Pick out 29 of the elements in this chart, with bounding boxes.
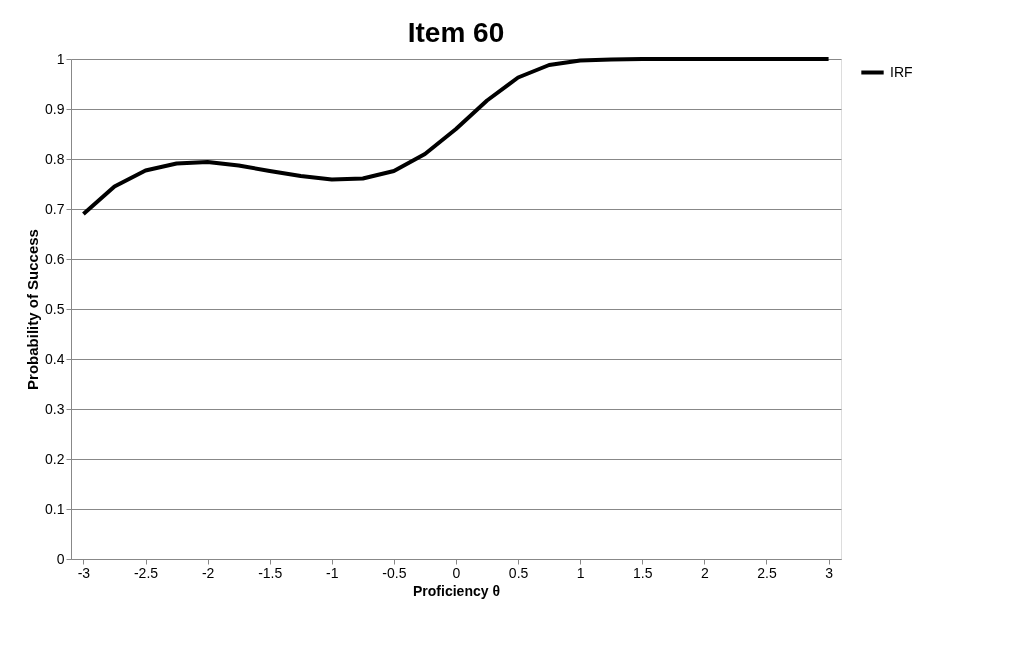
x-tick-label: 3	[825, 564, 834, 581]
y-tick-label: 0.6	[45, 250, 65, 267]
y-tick-label: 1	[56, 50, 65, 67]
x-tick-label: -2.5	[133, 564, 159, 581]
x-tick-label: 0.5	[508, 564, 529, 581]
x-tick-label: 2.5	[757, 564, 777, 581]
y-tick-label: 0.1	[45, 500, 65, 517]
y-tick-label: 0.9	[45, 100, 65, 117]
x-tick-label: -1.5	[258, 564, 283, 581]
x-tick-label: 1	[576, 564, 585, 581]
y-tick-label: 0.4	[45, 350, 65, 367]
x-tick-label: 2	[700, 564, 709, 581]
x-tick-label: -2	[201, 564, 215, 581]
y-tick-label: 0	[56, 550, 65, 567]
y-tick-label: 0.3	[45, 400, 65, 417]
y-tick-label: 0.8	[45, 150, 65, 167]
x-tick-label: 0	[452, 564, 461, 581]
y-tick-label: 0.2	[45, 450, 65, 467]
legend-label: IRF	[890, 63, 913, 80]
y-axis-title: Probability of Success	[24, 229, 42, 390]
chart-title: Item 60	[407, 17, 505, 48]
x-tick-label: -1	[326, 564, 339, 581]
x-tick-label: 1.5	[633, 564, 653, 581]
y-tick-label: 0.5	[45, 300, 65, 317]
x-axis-title: Proficiency θ	[413, 582, 500, 599]
line-series	[81, 57, 831, 216]
x-tick-label: -0.5	[382, 564, 407, 581]
y-tick-label: 0.7	[45, 200, 65, 217]
x-tick-label: -3	[77, 564, 91, 581]
